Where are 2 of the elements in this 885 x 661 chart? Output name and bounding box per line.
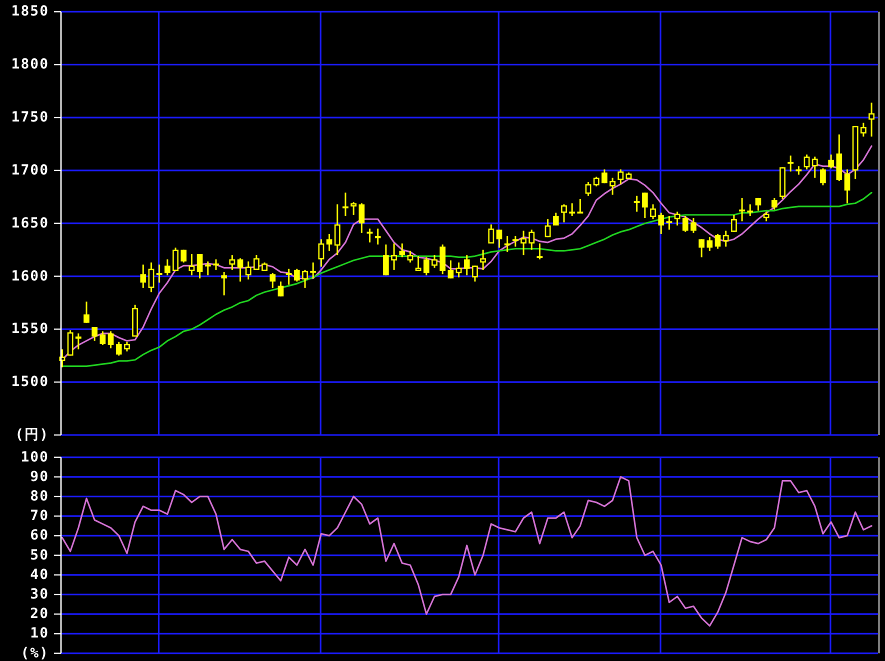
ylabel: (%) xyxy=(20,645,49,661)
ylabel: (円) xyxy=(15,427,49,443)
